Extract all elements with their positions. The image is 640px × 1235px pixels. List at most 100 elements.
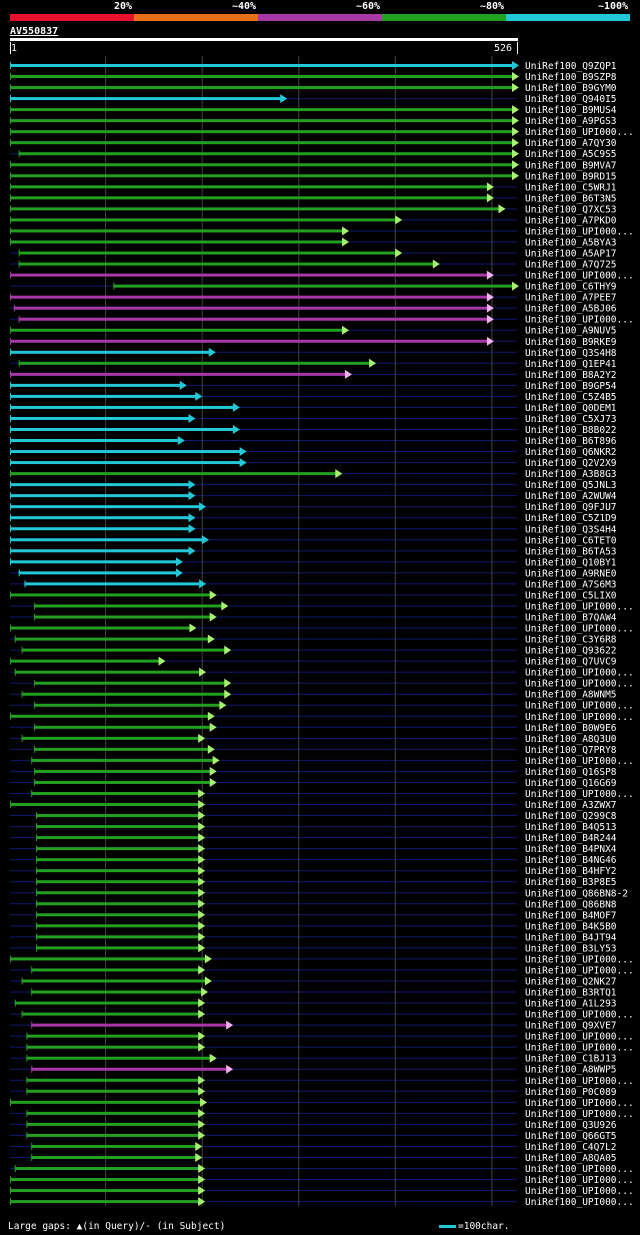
hit-start-tick — [18, 249, 20, 257]
hit-label: UniRef100_B4PNX4 — [525, 844, 617, 855]
hit-bar — [36, 814, 200, 818]
hit-row: UniRef100_C4Q7L2 — [31, 1141, 617, 1153]
hit-bar — [10, 394, 197, 398]
hit-label: UniRef100_B9GP54 — [525, 381, 617, 392]
hit-label: UniRef100_Q9FJU7 — [525, 502, 617, 513]
hit-row: UniRef100_A7QY30 — [10, 138, 617, 149]
hit-start-tick — [10, 293, 11, 301]
hit-start-tick — [10, 558, 11, 566]
hit-end-arrow — [221, 601, 229, 611]
hit-start-tick — [10, 492, 11, 500]
hit-end-arrow — [344, 369, 352, 379]
hit-label: UniRef100_B4R244 — [525, 833, 617, 844]
hit-row: UniRef100_UPI000... — [10, 623, 634, 635]
hit-bar — [10, 957, 206, 961]
hit-label: UniRef100_B6T3N5 — [525, 193, 617, 204]
hit-start-tick — [10, 1176, 11, 1184]
hit-bar — [10, 626, 191, 630]
hit-end-arrow — [198, 1031, 206, 1041]
hit-end-arrow — [198, 943, 206, 953]
legend-label: ~40% — [232, 1, 257, 12]
hit-start-tick — [10, 216, 11, 224]
hit-bar — [10, 141, 513, 145]
hit-label: UniRef100_UPI000... — [525, 1010, 634, 1021]
hit-start-tick — [10, 470, 11, 478]
hit-end-arrow — [188, 546, 196, 556]
hit-start-tick — [10, 459, 11, 467]
hit-end-arrow — [198, 1186, 206, 1196]
hit-bar — [21, 1012, 200, 1016]
hit-bar — [36, 935, 200, 939]
hit-start-tick — [10, 591, 11, 599]
hit-row: UniRef100_B4K5B0 — [36, 921, 617, 932]
hit-bar — [10, 130, 513, 134]
hit-start-tick — [34, 767, 36, 775]
hit-bar — [36, 858, 200, 862]
hit-start-tick — [21, 977, 23, 985]
hit-label: UniRef100_Q9XVE7 — [525, 1021, 617, 1032]
hit-bar — [10, 505, 201, 509]
hit-bar — [10, 372, 346, 376]
hit-end-arrow — [198, 1009, 206, 1019]
hit-row: UniRef100_B3LY53 — [36, 943, 617, 954]
hit-start-tick — [10, 238, 11, 246]
hit-start-tick — [18, 359, 20, 367]
hit-start-tick — [31, 1153, 33, 1161]
hit-label: UniRef100_Q3U926 — [525, 1120, 617, 1131]
hit-start-tick — [31, 1142, 33, 1150]
hit-label: UniRef100_A2WUW4 — [525, 491, 617, 502]
hit-label: UniRef100_C3Y6R8 — [525, 635, 617, 646]
hit-row: UniRef100_B9GYM0 — [10, 83, 617, 94]
hit-label: UniRef100_Q9ZQP1 — [525, 61, 617, 72]
hit-bar — [10, 207, 500, 211]
hit-row: UniRef100_Q10BY1 — [10, 557, 617, 568]
hit-end-arrow — [188, 413, 196, 423]
hit-start-tick — [10, 227, 11, 235]
hit-row: UniRef100_B4NG46 — [36, 855, 617, 866]
hit-row: UniRef100_A3ZWX7 — [10, 800, 617, 811]
hit-end-arrow — [209, 590, 217, 600]
hit-label: UniRef100_C5Z1D9 — [525, 513, 617, 524]
hit-bar — [10, 714, 209, 718]
hit-end-arrow — [198, 866, 206, 876]
hit-label: UniRef100_Q3S4H8 — [525, 348, 617, 359]
hit-bar — [26, 1056, 211, 1060]
hit-bar — [10, 295, 488, 299]
hit-start-tick — [10, 194, 11, 202]
hit-label: UniRef100_C5XJ73 — [525, 414, 617, 425]
hit-bar — [21, 648, 226, 652]
hit-start-tick — [24, 580, 26, 588]
hit-bar — [10, 461, 241, 465]
hit-end-arrow — [195, 1141, 203, 1151]
hit-row: UniRef100_Q9FJU7 — [10, 502, 617, 513]
hit-start-tick — [36, 878, 38, 886]
hit-start-tick — [10, 117, 11, 125]
hit-bar — [10, 328, 344, 332]
hit-end-arrow — [195, 391, 203, 401]
hit-end-arrow — [512, 83, 519, 93]
hit-row: UniRef100_Q299C8 — [36, 811, 617, 822]
hit-row: UniRef100_B9MUS4 — [10, 105, 617, 116]
hit-bar — [10, 174, 513, 178]
hit-end-arrow — [512, 116, 519, 126]
hit-end-arrow — [198, 822, 206, 832]
hit-start-tick — [10, 128, 11, 136]
hit-end-arrow — [198, 844, 206, 854]
hit-label: UniRef100_A9PGS3 — [525, 116, 617, 127]
hit-label: UniRef100_A7S6M3 — [525, 579, 617, 590]
hit-bar — [10, 1178, 200, 1182]
hit-start-tick — [36, 823, 38, 831]
hit-row: UniRef100_Q5JNL3 — [10, 480, 617, 491]
hit-start-tick — [10, 403, 11, 411]
hit-end-arrow — [512, 281, 519, 291]
hit-start-tick — [10, 525, 11, 533]
hit-row: UniRef100_UPI000... — [26, 1075, 634, 1087]
hit-bar — [21, 692, 226, 696]
hit-row: UniRef100_UPI000... — [31, 965, 634, 976]
hit-label: UniRef100_UPI000... — [525, 315, 634, 326]
hit-label: UniRef100_A8WNM5 — [525, 690, 617, 701]
hit-start-tick — [10, 172, 11, 180]
hit-end-arrow — [198, 1175, 206, 1185]
hit-bar — [10, 527, 190, 531]
hit-start-tick — [21, 646, 23, 654]
